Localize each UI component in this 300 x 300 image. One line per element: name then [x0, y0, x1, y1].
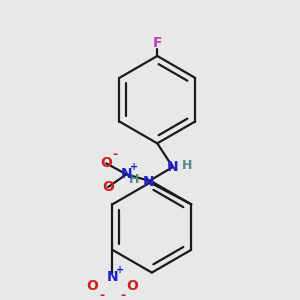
Text: O: O	[100, 156, 112, 170]
Text: O: O	[86, 279, 98, 293]
Text: H: H	[182, 159, 193, 172]
Text: +: +	[116, 265, 124, 275]
Text: O: O	[127, 279, 138, 293]
Text: N: N	[167, 160, 178, 174]
Text: -: -	[113, 148, 118, 161]
Text: -: -	[121, 289, 126, 300]
Text: H: H	[128, 173, 139, 186]
Text: N: N	[142, 175, 154, 189]
Text: F: F	[152, 36, 162, 50]
Text: N: N	[106, 270, 118, 284]
Text: O: O	[102, 180, 114, 194]
Text: -: -	[99, 289, 104, 300]
Text: N: N	[121, 167, 132, 181]
Text: +: +	[130, 162, 138, 172]
